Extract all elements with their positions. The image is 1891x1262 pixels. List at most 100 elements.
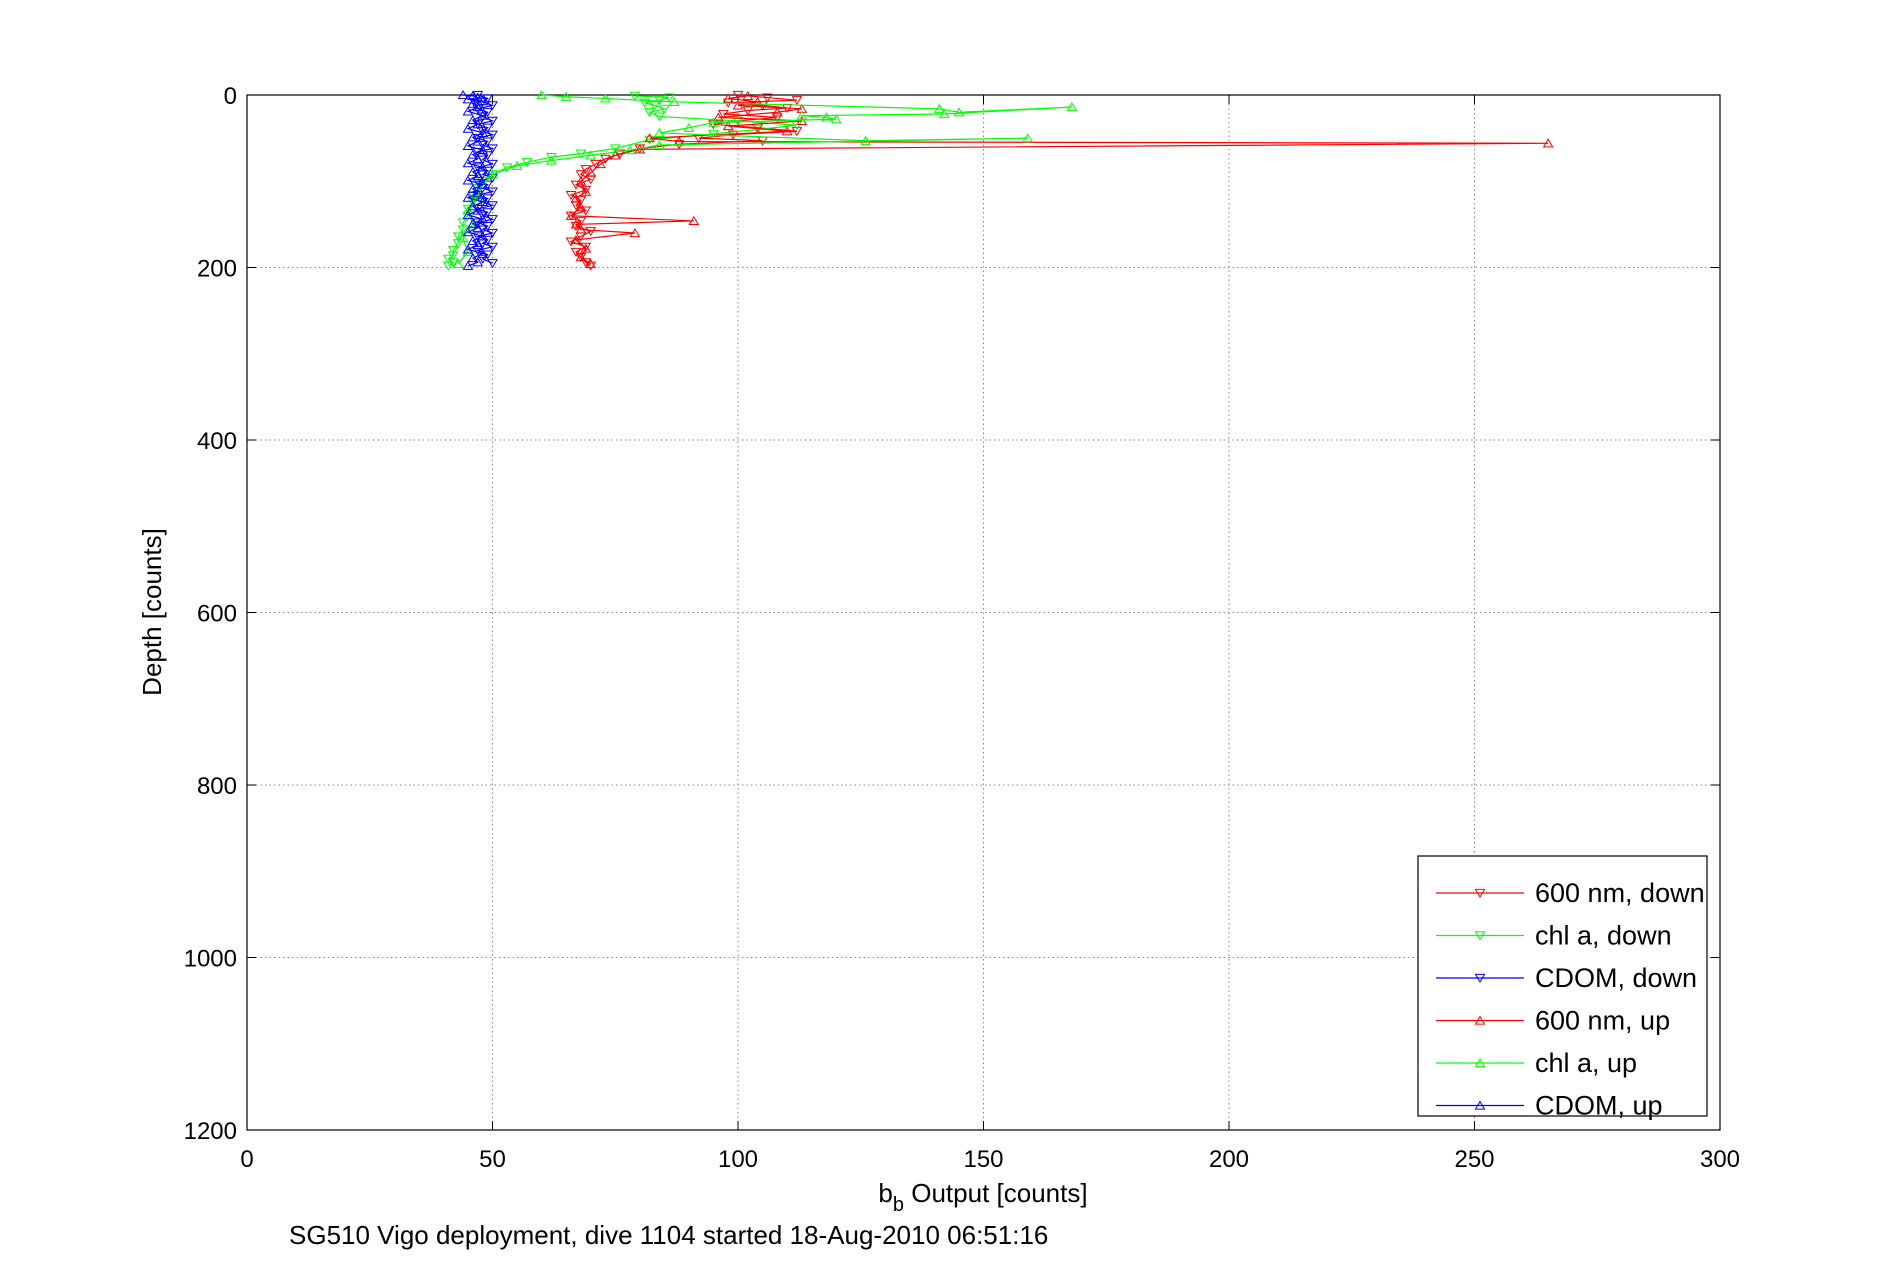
- data-point: [472, 92, 484, 102]
- data-point: [487, 159, 498, 170]
- data-point: [472, 90, 484, 101]
- data-point: [487, 242, 498, 252]
- data-point: [462, 123, 474, 133]
- data-point: [447, 246, 459, 256]
- legend-label: chl a, up: [1535, 1048, 1637, 1078]
- data-point: [536, 89, 547, 100]
- data-point: [609, 150, 621, 160]
- data-point: [654, 96, 665, 106]
- data-point: [708, 129, 719, 139]
- data-point: [487, 130, 498, 140]
- y-tick-label: 800: [197, 773, 237, 800]
- data-point: [467, 166, 479, 176]
- x-axis-label-main: b: [878, 1178, 892, 1208]
- data-point: [821, 112, 832, 122]
- data-point: [462, 227, 474, 237]
- data-point: [639, 98, 651, 108]
- legend-label: chl a, down: [1535, 921, 1672, 951]
- data-point: [477, 127, 489, 138]
- legend-marker: [1474, 931, 1486, 941]
- series-line: [569, 94, 797, 267]
- data-point: [1022, 133, 1034, 143]
- data-point: [688, 215, 700, 226]
- data-point: [727, 130, 739, 140]
- data-point: [771, 107, 783, 117]
- y-axis-label: Depth [counts]: [137, 528, 167, 696]
- legend-marker: [1474, 1100, 1486, 1110]
- data-point: [442, 261, 454, 271]
- data-point: [467, 218, 479, 228]
- data-point: [457, 233, 469, 243]
- data-point: [452, 239, 464, 249]
- data-point: [595, 158, 606, 169]
- legend-item: chl a, down: [1436, 921, 1672, 951]
- data-point: [452, 232, 464, 242]
- data-point: [467, 149, 479, 159]
- data-point: [722, 93, 734, 103]
- data-point: [580, 186, 592, 196]
- data-point: [658, 104, 670, 114]
- legend-marker: [1474, 1057, 1486, 1068]
- data-point: [501, 163, 513, 173]
- data-point: [830, 114, 842, 124]
- data-point: [477, 162, 489, 172]
- data-point: [860, 135, 872, 145]
- data-point: [467, 252, 479, 263]
- data-point: [663, 93, 675, 103]
- data-point: [752, 96, 764, 106]
- data-point: [575, 149, 587, 159]
- legend-item: 600 nm, up: [1436, 1006, 1670, 1036]
- data-point: [717, 109, 729, 120]
- data-point: [791, 127, 803, 137]
- data-point: [629, 227, 641, 238]
- x-axis-label-rest: Output [counts]: [904, 1178, 1088, 1208]
- y-tick-label: 0: [224, 83, 237, 110]
- legend-box: [1417, 855, 1708, 1117]
- data-point: [546, 153, 557, 163]
- data-point: [708, 117, 719, 127]
- data-point: [575, 170, 587, 180]
- data-point: [487, 201, 498, 211]
- data-point: [791, 96, 803, 106]
- data-point: [732, 100, 744, 110]
- data-point: [575, 216, 587, 226]
- legend-marker: [1474, 1015, 1486, 1025]
- data-point: [462, 140, 474, 150]
- series-line: [569, 95, 1549, 265]
- data-point: [467, 183, 479, 194]
- data-point: [762, 93, 773, 103]
- data-point: [487, 101, 498, 111]
- data-point: [708, 120, 719, 130]
- data-point: [600, 154, 611, 164]
- data-point: [570, 234, 582, 244]
- data-point: [457, 225, 469, 235]
- legend-label: CDOM, up: [1535, 1091, 1663, 1121]
- x-tick-label: 150: [963, 1146, 1003, 1173]
- data-point: [477, 196, 489, 207]
- data-point: [796, 110, 808, 120]
- data-point: [477, 127, 489, 137]
- data-point: [477, 179, 489, 189]
- legend-label: 600 nm, up: [1535, 1006, 1670, 1036]
- data-point: [467, 201, 479, 211]
- data-point: [644, 108, 655, 118]
- series-600-nm-up: [565, 90, 1554, 269]
- data-point: [565, 237, 577, 247]
- data-point: [467, 132, 479, 142]
- legend-label: CDOM, down: [1535, 963, 1697, 993]
- series-cdom-down: [472, 90, 498, 269]
- data-point: [462, 260, 474, 270]
- data-point: [457, 218, 469, 228]
- data-point: [938, 108, 950, 119]
- data-point: [467, 235, 479, 245]
- data-point: [654, 112, 665, 122]
- data-point: [668, 96, 680, 106]
- data-point: [629, 91, 641, 101]
- x-tick-label: 100: [718, 1146, 758, 1173]
- data-point: [565, 210, 577, 220]
- data-point: [600, 93, 611, 103]
- data-point: [462, 106, 474, 116]
- data-point: [644, 133, 655, 143]
- data-point: [752, 125, 764, 135]
- data-point: [732, 116, 744, 126]
